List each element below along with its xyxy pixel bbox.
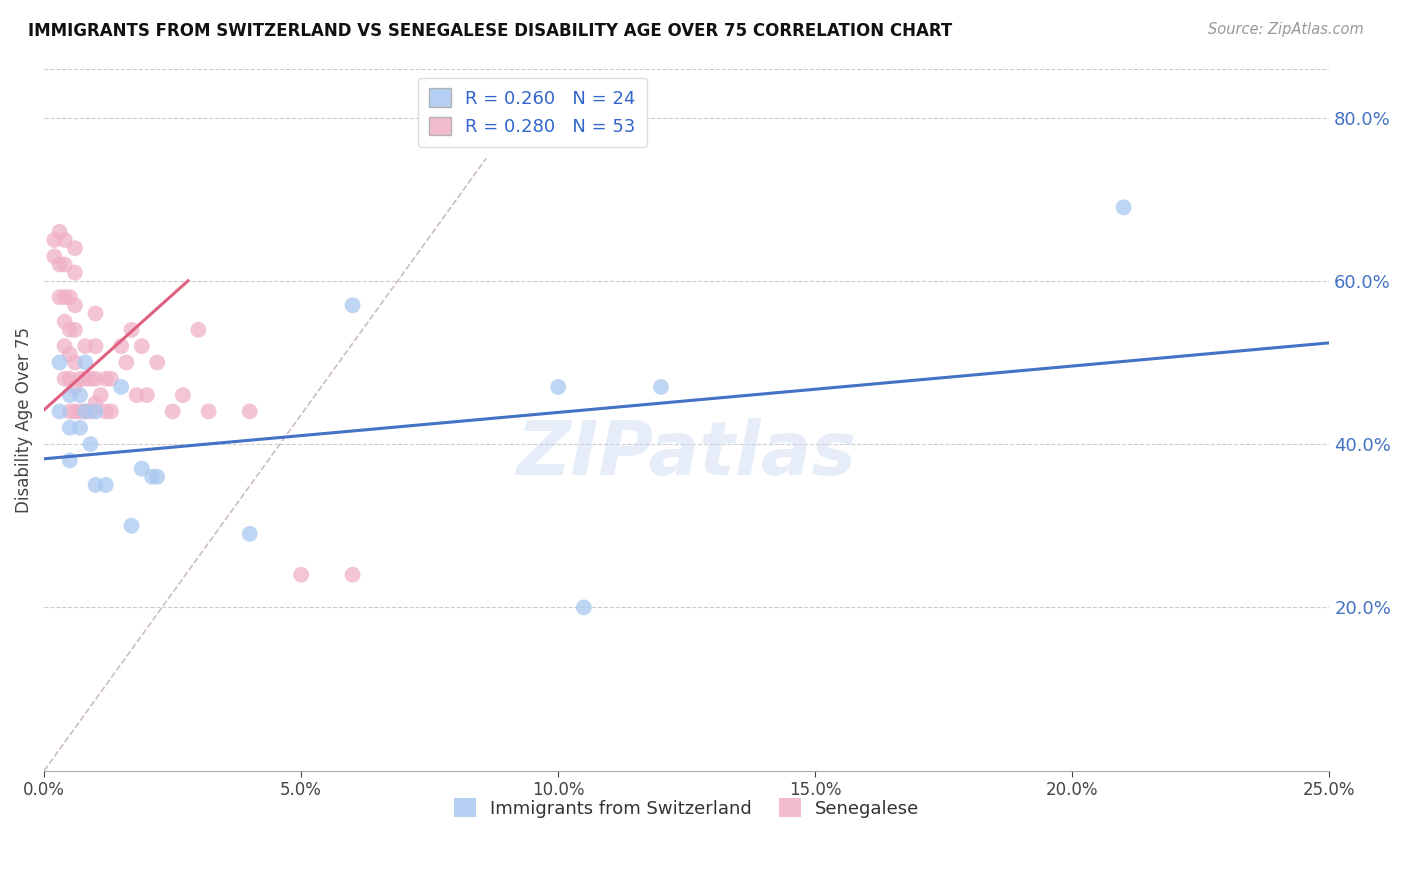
Point: [162, 404, 184, 418]
Point: [84, 372, 107, 386]
Point: [48, 257, 70, 271]
Point: [650, 380, 672, 394]
Point: [342, 567, 364, 582]
Point: [48, 290, 70, 304]
Point: [84, 339, 107, 353]
Point: [63, 266, 86, 280]
Point: [79, 404, 101, 418]
Y-axis label: Disability Age Over 75: Disability Age Over 75: [15, 326, 32, 513]
Point: [572, 600, 595, 615]
Point: [59, 404, 82, 418]
Point: [94, 478, 117, 492]
Point: [239, 404, 262, 418]
Point: [146, 469, 169, 483]
Point: [121, 323, 143, 337]
Point: [59, 372, 82, 386]
Point: [53, 233, 76, 247]
Point: [59, 453, 82, 467]
Point: [59, 347, 82, 361]
Point: [146, 355, 169, 369]
Point: [135, 388, 157, 402]
Point: [63, 404, 86, 418]
Point: [59, 323, 82, 337]
Point: [94, 372, 117, 386]
Point: [59, 421, 82, 435]
Point: [342, 298, 364, 312]
Point: [75, 404, 97, 418]
Point: [75, 372, 97, 386]
Point: [48, 355, 70, 369]
Point: [53, 339, 76, 353]
Point: [100, 404, 122, 418]
Point: [79, 437, 101, 451]
Point: [69, 388, 91, 402]
Point: [59, 388, 82, 402]
Point: [94, 404, 117, 418]
Legend: Immigrants from Switzerland, Senegalese: Immigrants from Switzerland, Senegalese: [447, 791, 927, 825]
Point: [290, 567, 312, 582]
Point: [53, 257, 76, 271]
Point: [187, 323, 209, 337]
Point: [121, 518, 143, 533]
Point: [172, 388, 194, 402]
Point: [125, 388, 148, 402]
Point: [59, 290, 82, 304]
Point: [110, 380, 132, 394]
Point: [75, 339, 97, 353]
Point: [44, 233, 66, 247]
Point: [48, 225, 70, 239]
Point: [63, 355, 86, 369]
Point: [84, 478, 107, 492]
Point: [63, 241, 86, 255]
Point: [63, 323, 86, 337]
Point: [547, 380, 569, 394]
Point: [69, 404, 91, 418]
Point: [84, 306, 107, 320]
Point: [63, 380, 86, 394]
Point: [53, 315, 76, 329]
Point: [131, 339, 153, 353]
Text: Source: ZipAtlas.com: Source: ZipAtlas.com: [1208, 22, 1364, 37]
Point: [63, 298, 86, 312]
Point: [100, 372, 122, 386]
Point: [239, 527, 262, 541]
Point: [84, 404, 107, 418]
Point: [1112, 200, 1135, 214]
Point: [48, 404, 70, 418]
Point: [69, 421, 91, 435]
Text: IMMIGRANTS FROM SWITZERLAND VS SENEGALESE DISABILITY AGE OVER 75 CORRELATION CHA: IMMIGRANTS FROM SWITZERLAND VS SENEGALES…: [28, 22, 952, 40]
Point: [110, 339, 132, 353]
Point: [90, 388, 112, 402]
Point: [115, 355, 138, 369]
Point: [53, 372, 76, 386]
Point: [131, 461, 153, 475]
Point: [79, 372, 101, 386]
Point: [84, 396, 107, 410]
Point: [141, 469, 163, 483]
Point: [53, 290, 76, 304]
Point: [75, 404, 97, 418]
Text: ZIPatlas: ZIPatlas: [516, 418, 856, 491]
Point: [197, 404, 219, 418]
Point: [75, 355, 97, 369]
Point: [44, 249, 66, 263]
Point: [69, 372, 91, 386]
